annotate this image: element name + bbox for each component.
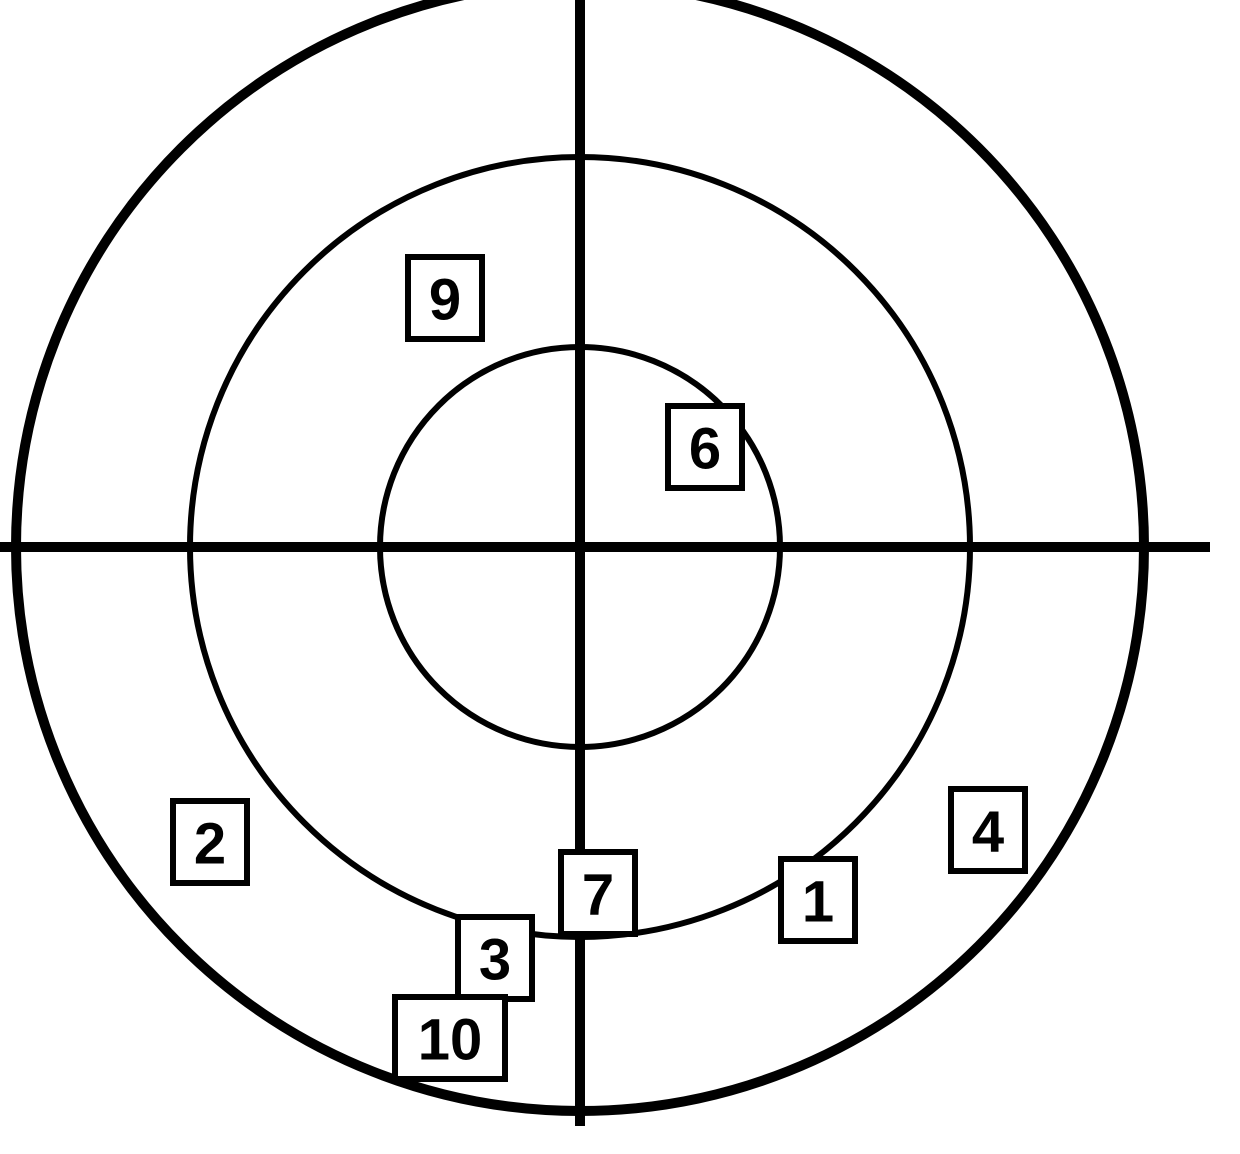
marker-4: 4 xyxy=(951,789,1025,871)
marker-7: 7 xyxy=(561,852,635,934)
marker-label-2: 2 xyxy=(194,812,226,877)
marker-label-1: 1 xyxy=(802,870,834,935)
marker-label-4: 4 xyxy=(972,800,1004,865)
marker-label-3: 3 xyxy=(479,928,511,993)
marker-10: 10 xyxy=(395,997,505,1079)
marker-6: 6 xyxy=(668,406,742,488)
marker-label-6: 6 xyxy=(689,417,721,482)
marker-label-10: 10 xyxy=(418,1008,483,1073)
target-diagram: 9 6 2 7 1 4 3 10 xyxy=(0,0,1240,1154)
marker-label-7: 7 xyxy=(582,863,614,928)
marker-9: 9 xyxy=(408,257,482,339)
marker-1: 1 xyxy=(781,859,855,941)
marker-label-9: 9 xyxy=(429,268,461,333)
marker-2: 2 xyxy=(173,801,247,883)
marker-3: 3 xyxy=(458,917,532,999)
